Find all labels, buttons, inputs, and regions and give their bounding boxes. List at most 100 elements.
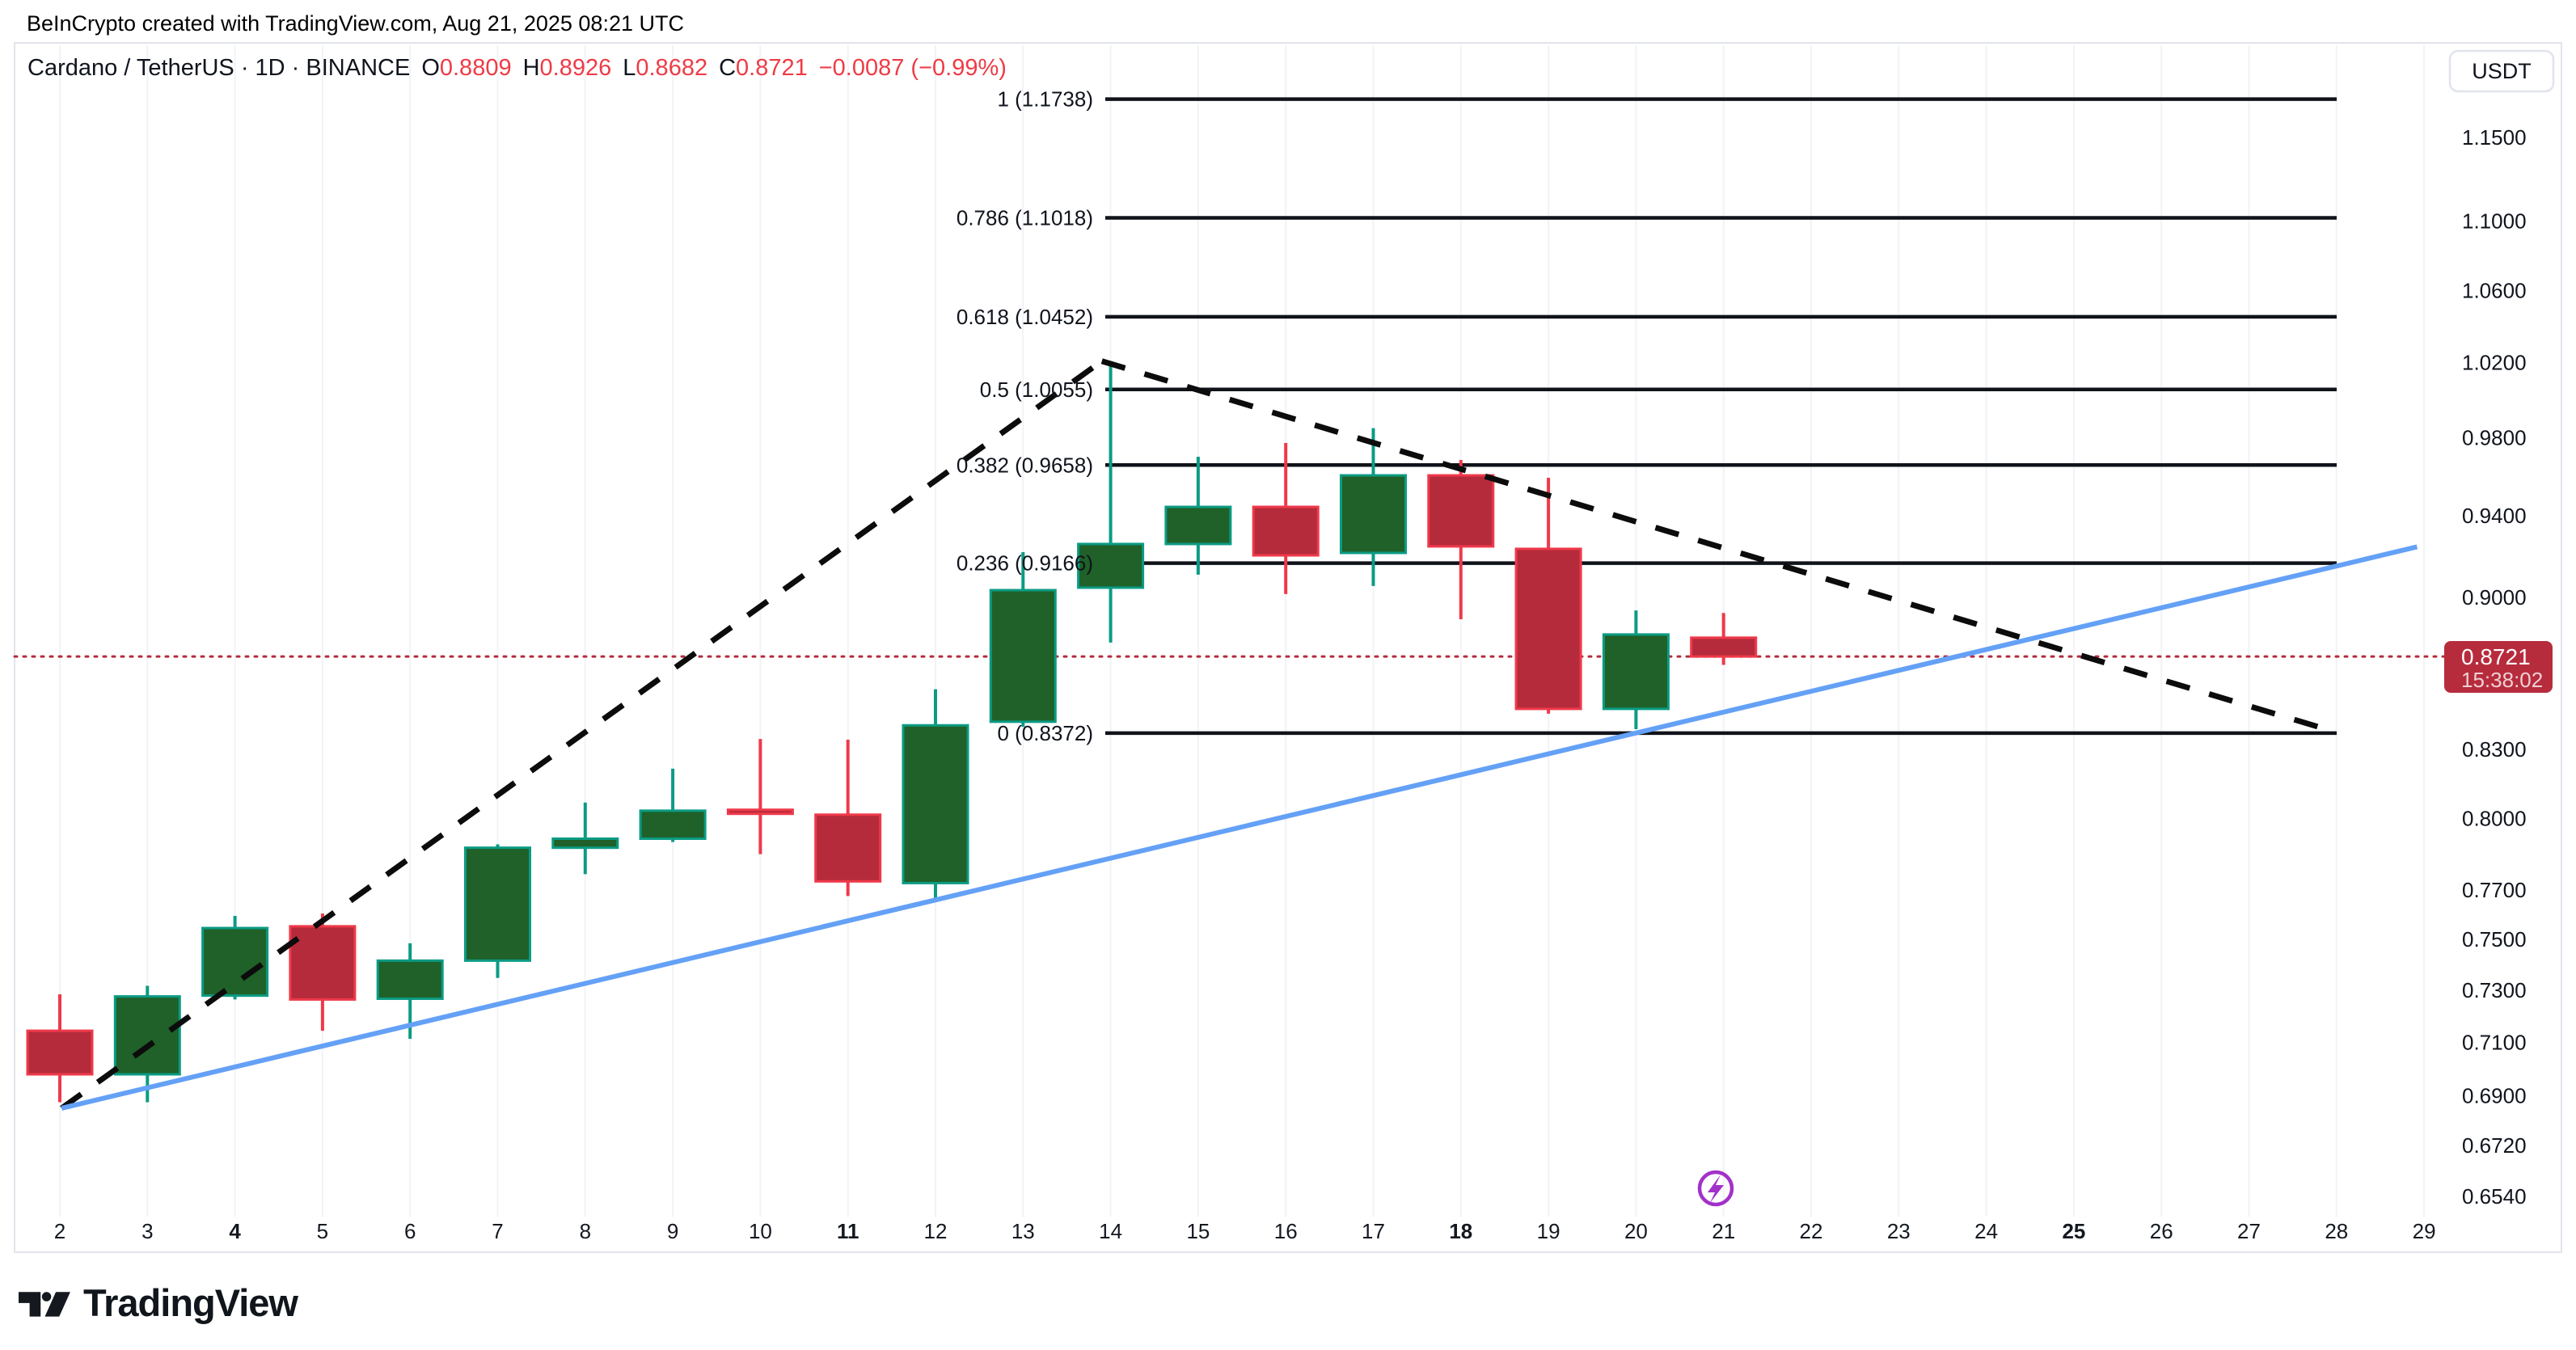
candle-body-down [814,813,882,883]
candle-body-up [464,846,531,962]
time-axis-label-29: 29 [2413,1219,2436,1243]
time-axis-label-20: 20 [1624,1219,1648,1243]
fib-label-0.5: 0.5 (1.0055) [980,378,1093,402]
candle-day-17[interactable] [1340,428,1407,586]
time-axis[interactable]: 2 3 4 5 6 7 8 9 10 11 12 13 14 15 16 17 18 19 20 21 22 23 24 25… [54,1219,2436,1243]
time-axis-label-19: 19 [1537,1219,1560,1243]
ohlc-segment: H [522,55,540,81]
candle-day-7[interactable] [464,844,531,978]
time-axis-label-24: 24 [1974,1219,1998,1243]
ohlc-segment: L [623,55,636,81]
lightning-glyph [1708,1175,1724,1203]
candle-day-8[interactable] [551,802,619,875]
lightning-bolt-icon[interactable] [1697,1170,1734,1207]
time-axis-label-9: 9 [667,1219,678,1243]
price-axis-label: 0.7100 [2462,1030,2527,1054]
candle-day-15[interactable] [1164,456,1232,575]
symbol-ohlc-line[interactable]: Cardano / TetherUS · 1D · BINANCE O0.8809… [27,55,1007,82]
candle-body-up [989,589,1057,724]
time-axis-label-8: 8 [580,1219,591,1243]
price-axis-label: 0.9400 [2462,504,2527,528]
candle-body-down [1252,505,1320,557]
rising-dashed-trendline[interactable] [60,358,1104,1111]
price-axis[interactable]: 1.1500 1.1000 1.0600 1.0200 0.9800 0.9400 0.90… [2462,125,2527,1209]
candle-day-6[interactable] [376,943,444,1040]
candle-day-9[interactable] [639,768,707,842]
currency-badge-bg [2448,49,2555,93]
time-axis-label-11: 11 [837,1219,859,1243]
price-axis-label: 0.7300 [2462,978,2527,1002]
candle-day-5[interactable] [289,913,357,1031]
fib-label-0: 0 (0.8372) [997,721,1093,745]
candle-body-up [639,809,707,841]
time-axis-label-2: 2 [54,1219,65,1243]
time-axis-label-17: 17 [1362,1219,1385,1243]
candle-day-21[interactable] [1690,613,1758,665]
time-axis-label-22: 22 [1800,1219,1823,1243]
time-axis-label-14: 14 [1099,1219,1122,1243]
symbol-title[interactable]: Cardano / TetherUS · 1D · BINANCE [27,55,411,81]
candle-body-up [1340,474,1407,555]
price-axis-label: 0.7700 [2462,878,2527,902]
candle-day-4[interactable] [201,915,269,1000]
price-axis-label: 0.6720 [2462,1133,2527,1158]
price-axis-label: 1.0200 [2462,351,2527,375]
candle-body-up [376,959,444,1000]
ohlc-segment: −0.0087 (−0.99%) [818,55,1007,81]
tradingview-logo-icon [19,1291,70,1317]
currency-badge-usdt[interactable]: USDT [2448,49,2555,93]
time-axis-label-21: 21 [1712,1219,1735,1243]
candle-day-18[interactable] [1427,460,1495,620]
support-trendline-blue[interactable] [61,544,2418,1111]
candle-body-up [1077,542,1145,589]
ohlc-segment: 0.8682 [636,55,708,81]
time-axis-label-6: 6 [404,1219,416,1243]
time-axis-label-18: 18 [1449,1219,1472,1243]
ohlc-segment: C [719,55,737,81]
candle-body-up [1602,633,1670,711]
logo-bar: TradingView [0,1253,2576,1350]
candle-body-up [1164,505,1232,546]
currency-badge-label: USDT [2472,59,2532,83]
candle-day-16[interactable] [1252,443,1320,594]
tradingview-logo[interactable]: TradingView [19,1284,298,1323]
candle-day-10[interactable] [726,739,794,854]
candle-body-up [551,837,619,850]
fib-label-0.786: 0.786 (1.1018) [956,205,1093,230]
candle-day-19[interactable] [1514,477,1582,714]
bar-countdown: 15:38:02 [2461,668,2543,692]
time-axis-label-26: 26 [2150,1219,2173,1243]
fib-label-0.382: 0.382 (0.9658) [956,453,1093,477]
candle-day-2[interactable] [26,994,94,1103]
attribution-text: BeInCrypto created with TradingView.com,… [27,11,684,36]
candle-body-down [726,808,794,816]
time-axis-label-28: 28 [2325,1219,2348,1243]
price-axis-label: 0.7500 [2462,927,2527,951]
price-axis-label: 0.6540 [2462,1184,2527,1209]
candle-day-11[interactable] [814,739,882,896]
falling-dashed-trendline[interactable] [1100,358,2336,735]
price-axis-label: 1.1500 [2462,125,2527,150]
time-axis-label-12: 12 [924,1219,948,1243]
price-axis-label: 0.8000 [2462,806,2527,830]
ohlc-segment: 0.8809 [439,55,512,81]
candle-day-13[interactable] [989,551,1057,728]
price-axis-label: 1.0600 [2462,278,2527,302]
lightning-circle [1697,1170,1734,1207]
fib-label-1: 1 (1.1738) [997,87,1093,112]
candle-body-down [1514,547,1582,711]
time-axis-label-25: 25 [2062,1219,2085,1243]
price-axis-label: 1.1000 [2462,209,2527,233]
candle-body-down [289,925,357,1001]
last-price-value: 0.8721 [2461,644,2531,669]
candle-body-up [201,926,269,998]
time-axis-label-7: 7 [492,1219,503,1243]
candle-day-20[interactable] [1602,610,1670,729]
candle-day-14[interactable] [1077,365,1145,643]
ohlc-segment: 0.8721 [736,55,808,81]
candle-day-12[interactable] [902,689,969,898]
time-axis-label-27: 27 [2237,1219,2261,1243]
price-axis-label: 0.9800 [2462,425,2527,449]
